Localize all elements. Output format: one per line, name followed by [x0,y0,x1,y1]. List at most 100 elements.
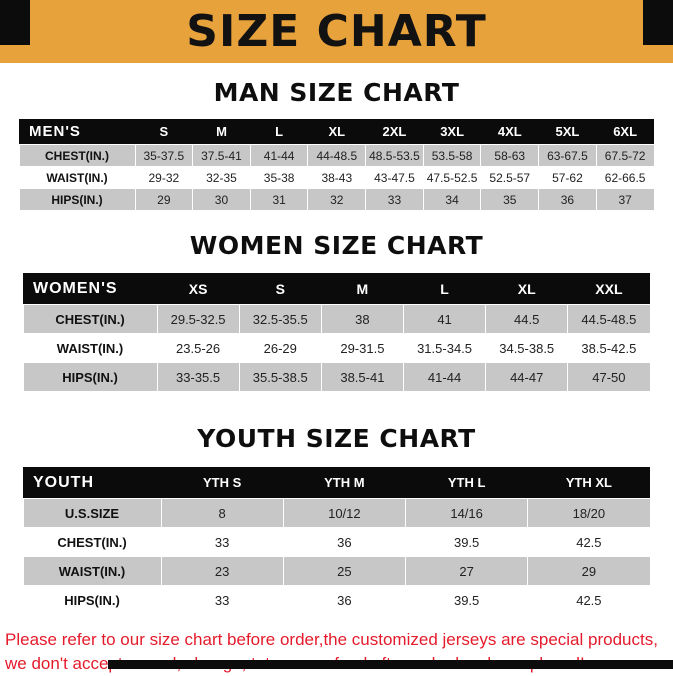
size-header-cell: S [239,273,322,305]
table-row: U.S.SIZE 8 10/12 14/16 18/20 [22,498,651,528]
size-header-cell: XL [485,273,568,305]
value-cell: 33 [365,188,424,211]
row-label-cell: WAIST(IN.) [19,166,135,189]
row-label-cell: WAIST(IN.) [23,333,157,363]
size-header-cell: XL [307,119,366,145]
value-cell: 57-62 [538,166,597,189]
table-row: CHEST(IN.) 33 36 39.5 42.5 [23,527,650,557]
size-header-cell: 3XL [423,119,481,145]
table-header-row: YOUTH YTH S YTH M YTH L YTH XL [23,467,650,499]
value-cell: 29 [527,556,651,586]
value-cell: 14/16 [404,498,529,528]
value-cell: 33 [161,585,284,614]
value-cell: 37.5-41 [192,144,251,167]
value-cell: 39.5 [405,527,528,557]
value-cell: 47-50 [567,362,651,392]
value-cell: 33 [161,527,284,557]
value-cell: 18/20 [527,498,651,528]
value-cell: 38.5-41 [320,362,404,392]
section-title-youth: YOUTH SIZE CHART [197,424,476,453]
value-cell: 35-37.5 [134,144,194,167]
youth-size-chart-section: YOUTH SIZE CHART YOUTH YTH S YTH M YTH L YTH… [0,424,673,614]
page-title: SIZE CHART [186,5,487,57]
value-cell: 44-47 [485,362,569,392]
row-label-cell: CHEST(IN.) [22,304,158,334]
value-cell: 35-38 [250,166,308,189]
size-header-cell: YTH XL [527,467,650,499]
bottom-cropped-bar [108,660,673,669]
value-cell: 62-66.5 [596,166,654,189]
size-header-cell: L [403,273,486,305]
size-header-cell: XXL [567,273,650,305]
value-cell: 35.5-38.5 [238,362,322,392]
table-row: CHEST(IN.) 35-37.5 37.5-41 41-44 44-48.5 48.5… [18,144,655,167]
value-cell: 36 [283,585,406,614]
size-header-cell: YTH S [161,467,284,499]
size-header-cell: XS [157,273,240,305]
value-cell: 42.5 [527,585,650,614]
size-header-cell: M [192,119,251,145]
table-row: CHEST(IN.) 29.5-32.5 32.5-35.5 38 41 44.5 44.5… [22,304,651,334]
row-label-cell: HIPS(IN.) [18,188,136,211]
value-cell: 26-29 [239,333,322,363]
value-cell: 32.5-35.5 [238,304,322,334]
man-size-chart-section: MAN SIZE CHART MEN'S S M L XL 2XL 3XL 4XL 5XL 6XL… [0,78,673,211]
table-title-cell: YOUTH [23,467,161,499]
women-size-chart-section: WOMEN SIZE CHART WOMEN'S XS S M L XL XXL CHEST(… [0,231,673,392]
section-title-man: MAN SIZE CHART [213,78,460,107]
value-cell: 27 [404,556,529,586]
row-label-cell: WAIST(IN.) [22,556,162,586]
order-policy-note-line1: Please refer to our size chart before or… [5,630,658,649]
table-header-row: WOMEN'S XS S M L XL XXL [23,273,650,305]
value-cell: 41 [402,304,487,334]
value-cell: 29 [134,188,194,211]
value-cell: 42.5 [527,527,650,557]
table-header-row: MEN'S S M L XL 2XL 3XL 4XL 5XL 6XL [19,119,654,145]
row-label-cell: HIPS(IN.) [23,585,161,614]
value-cell: 31.5-34.5 [403,333,486,363]
value-cell: 38.5-42.5 [567,333,650,363]
value-cell: 29.5-32.5 [156,304,240,334]
value-cell: 44-48.5 [307,144,367,167]
banner-corner-left [0,0,30,45]
value-cell: 38 [320,304,404,334]
size-header-cell: M [321,273,404,305]
value-cell: 29-32 [135,166,193,189]
table-row: HIPS(IN.) 33-35.5 35.5-38.5 38.5-41 41-44 44-… [22,362,651,392]
value-cell: 36 [283,527,406,557]
table-row: HIPS(IN.) 33 36 39.5 42.5 [23,585,650,614]
value-cell: 36 [538,188,597,211]
value-cell: 29-31.5 [321,333,404,363]
man-size-table: MEN'S S M L XL 2XL 3XL 4XL 5XL 6XL CHEST(IN.) 35-37… [18,119,655,211]
table-title-cell: WOMEN'S [23,273,157,305]
value-cell: 35 [480,188,540,211]
table-row: WAIST(IN.) 23 25 27 29 [22,556,651,586]
value-cell: 23.5-26 [157,333,240,363]
value-cell: 32 [307,188,367,211]
value-cell: 34.5-38.5 [485,333,568,363]
size-header-cell: L [250,119,308,145]
banner: SIZE CHART [0,0,673,63]
value-cell: 37 [595,188,655,211]
row-label-cell: HIPS(IN.) [22,362,158,392]
size-header-cell: S [135,119,193,145]
row-label-cell: U.S.SIZE [22,498,162,528]
banner-corner-right [643,0,673,45]
table-row: HIPS(IN.) 29 30 31 32 33 34 35 36 37 [18,188,655,211]
value-cell: 53.5-58 [422,144,482,167]
value-cell: 67.5-72 [595,144,655,167]
size-header-cell: 6XL [596,119,654,145]
value-cell: 41-44 [402,362,487,392]
value-cell: 23 [160,556,284,586]
value-cell: 30 [192,188,251,211]
value-cell: 44.5-48.5 [567,304,651,334]
row-label-cell: CHEST(IN.) [18,144,136,167]
value-cell: 48.5-53.5 [365,144,424,167]
value-cell: 8 [160,498,284,528]
section-title-women: WOMEN SIZE CHART [189,231,484,260]
value-cell: 43-47.5 [365,166,424,189]
size-header-cell: YTH L [405,467,528,499]
row-label-cell: CHEST(IN.) [23,527,161,557]
table-row: WAIST(IN.) 23.5-26 26-29 29-31.5 31.5-34.5 34… [23,333,650,363]
